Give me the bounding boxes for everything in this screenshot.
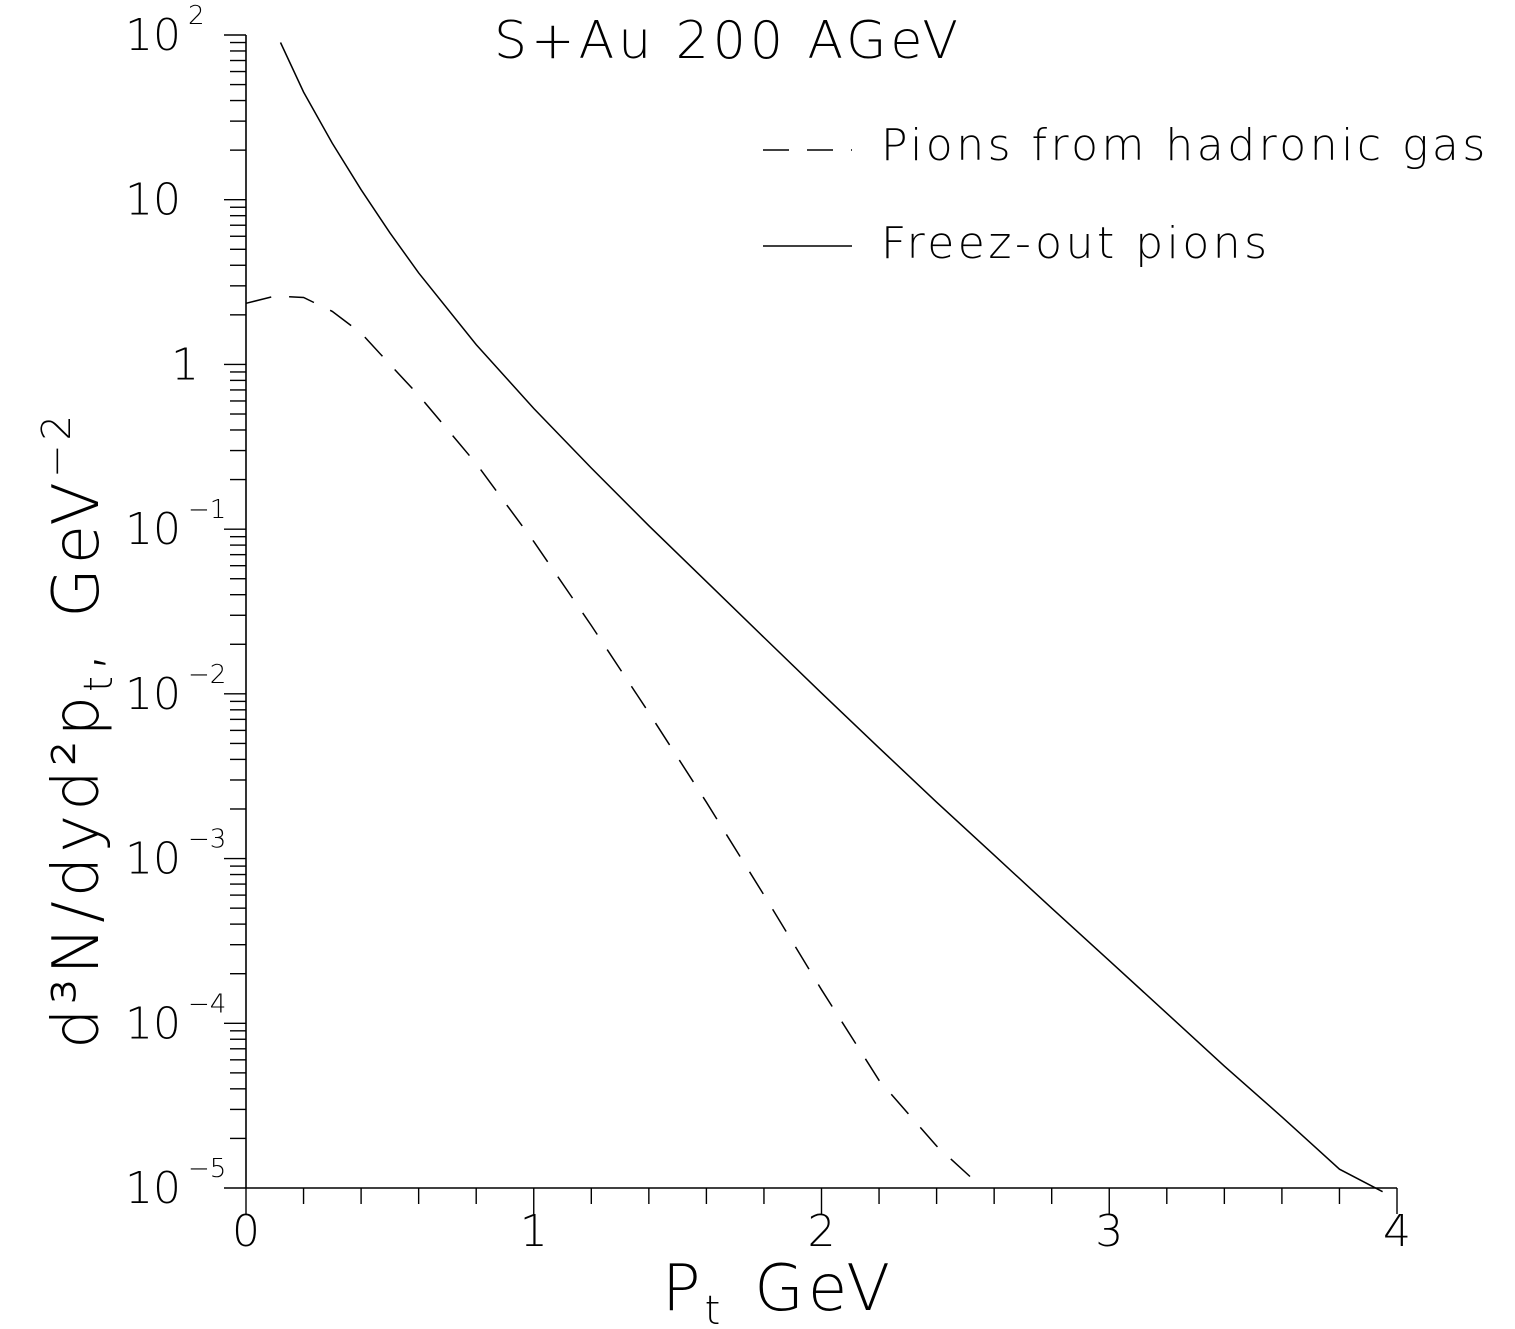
legend-label-hadronic-gas: Pions from hadronic gas xyxy=(881,120,1489,171)
x-tick-label: 1 xyxy=(520,1206,548,1257)
axes xyxy=(245,35,1397,1189)
y-tick-label: 10 xyxy=(125,175,181,226)
series-group xyxy=(245,42,1383,1193)
y-axis-label: d³N/dyd²pt, GeV−2 xyxy=(34,411,122,1049)
x-tick-label: 3 xyxy=(1095,1206,1123,1257)
x-axis-label-main: P xyxy=(662,1252,705,1326)
y-tick-label: 10 xyxy=(125,998,181,1049)
y-axis-label-sub: t xyxy=(76,672,122,692)
legend-label-freeze-out: Freez-out pions xyxy=(881,218,1271,269)
y-axis-label-comma: , xyxy=(40,648,114,672)
x-tick-label: 0 xyxy=(232,1206,260,1257)
series-line-pions-hadronic-gas xyxy=(245,295,984,1189)
y-tick-label-exponent: −1 xyxy=(188,495,226,525)
y-tick-label: 10 xyxy=(125,504,181,555)
y-tick-label: 10 xyxy=(125,1163,181,1214)
y-tick-label-exponent: −3 xyxy=(188,825,226,855)
y-tick-label: 10 xyxy=(125,669,181,720)
y-tick-label: 10 xyxy=(125,834,181,885)
x-axis-label-sub: t xyxy=(705,1288,725,1329)
x-tick-label: 4 xyxy=(1383,1206,1411,1257)
y-tick-label-exponent: −4 xyxy=(188,989,226,1019)
y-axis-label-unit: GeV xyxy=(40,478,114,618)
chart-title: S+Au 200 AGeV xyxy=(494,11,962,71)
x-tick-label: 2 xyxy=(808,1206,836,1257)
x-axis-label: Pt GeV xyxy=(662,1252,894,1329)
y-tick-label-exponent: −5 xyxy=(188,1154,226,1184)
y-tick-label-exponent: 2 xyxy=(188,1,205,31)
y-axis-label-main: d³N/dyd²p xyxy=(40,692,114,1049)
series-line-freeze-out-pions xyxy=(279,42,1383,1193)
y-tick-label-exponent: −2 xyxy=(188,660,226,690)
y-tick-label: 1 xyxy=(171,339,199,390)
legend: Pions from hadronic gas Freez-out pions xyxy=(763,120,1489,269)
y-tick-label: 10 xyxy=(125,10,181,61)
y-axis-label-unit-exponent: −2 xyxy=(34,411,80,478)
x-axis-label-unit: GeV xyxy=(754,1252,894,1326)
